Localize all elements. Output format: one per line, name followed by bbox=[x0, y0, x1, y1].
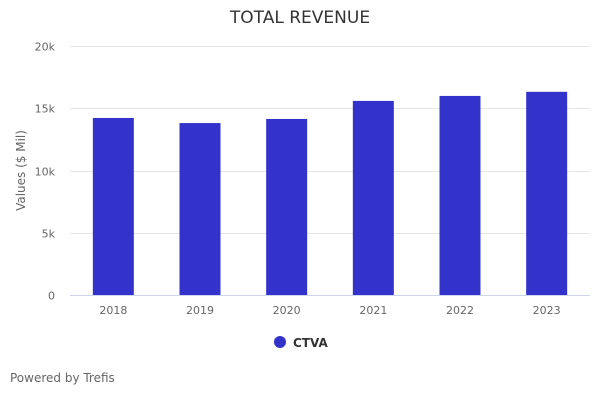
y-tick-label: 15k bbox=[35, 103, 56, 116]
x-tick-label: 2018 bbox=[99, 304, 127, 317]
x-tick-label: 2023 bbox=[533, 304, 561, 317]
y-tick-label: 5k bbox=[42, 228, 56, 241]
y-tick-label: 10k bbox=[35, 166, 56, 179]
y-tick-label: 20k bbox=[35, 41, 56, 54]
y-tick-label: 0 bbox=[48, 290, 55, 303]
bar-2023 bbox=[526, 91, 568, 295]
bar-2021 bbox=[352, 100, 394, 295]
chart-title: TOTAL REVENUE bbox=[229, 8, 371, 28]
x-tick-label: 2020 bbox=[273, 304, 301, 317]
bar-2020 bbox=[266, 118, 308, 295]
bar-2022 bbox=[439, 95, 481, 295]
x-tick-label: 2022 bbox=[446, 304, 474, 317]
powered-by-credit[interactable]: Powered by Trefis bbox=[10, 371, 115, 385]
y-axis-label: Values ($ Mil) bbox=[14, 130, 28, 211]
x-tick-label: 2019 bbox=[186, 304, 214, 317]
legend-item-ctva[interactable]: CTVA bbox=[293, 336, 328, 350]
bar-2018 bbox=[92, 117, 134, 295]
bar-2019 bbox=[179, 123, 221, 296]
x-tick-label: 2021 bbox=[359, 304, 387, 317]
legend-marker-icon bbox=[274, 336, 286, 348]
